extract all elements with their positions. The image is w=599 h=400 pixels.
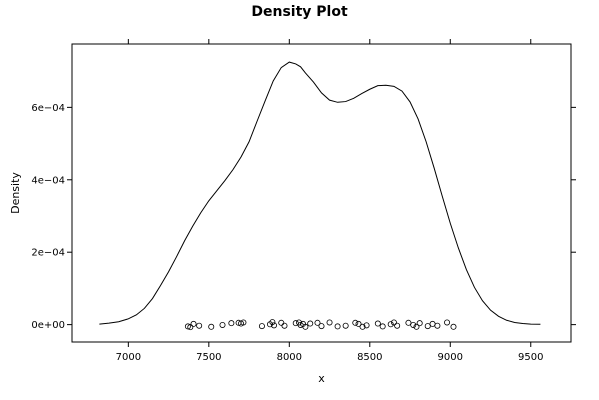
x-tick-label: 9000: [438, 352, 463, 363]
rug-point: [410, 321, 417, 328]
x-tick-label: 9500: [518, 352, 543, 363]
rug-point: [387, 321, 394, 328]
rug-point: [271, 322, 278, 329]
axis-ticks: [67, 39, 576, 347]
tick-labels: 7000 7500 8000 8500 9000 9500 0e+00 2e−04 4e−04 6…: [31, 103, 543, 363]
rug-point: [187, 324, 194, 331]
x-tick-label: 7000: [116, 352, 141, 363]
y-tick-label: 4e−04: [31, 175, 65, 186]
rug-point: [363, 322, 370, 329]
rug-point: [424, 323, 431, 330]
rug-point: [352, 319, 359, 326]
y-tick-label: 6e−04: [31, 103, 65, 114]
rug-point: [379, 323, 386, 330]
rug-point: [219, 321, 226, 328]
rug-point: [355, 320, 362, 327]
rug-point: [269, 319, 276, 326]
rug-point: [394, 322, 401, 329]
rug-point: [326, 319, 333, 326]
rug-point: [281, 322, 288, 329]
x-tick-label: 8000: [277, 352, 302, 363]
rug-point: [228, 320, 235, 327]
chart-title: Density Plot: [251, 4, 348, 20]
rug-point: [444, 319, 451, 326]
rug-point: [240, 319, 247, 326]
rug-point: [278, 319, 285, 326]
rug-point: [405, 319, 412, 326]
y-tick-label: 2e−04: [31, 248, 65, 259]
rug-point: [314, 319, 321, 326]
rug-point: [413, 323, 420, 330]
rug-point: [307, 320, 314, 327]
x-tick-label: 8500: [357, 352, 382, 363]
rug-point: [184, 323, 191, 330]
rug-point: [374, 320, 381, 327]
rug-point: [334, 323, 341, 330]
rug-point: [302, 323, 309, 330]
y-tick-label: 0e+00: [31, 320, 65, 331]
y-axis-label: Density: [9, 172, 22, 214]
x-tick-label: 7500: [196, 352, 221, 363]
rug-point: [258, 323, 265, 330]
plot-frame: [71, 43, 572, 343]
rug-point: [318, 323, 325, 330]
rug-point: [342, 322, 349, 329]
rug-point: [450, 323, 457, 330]
rug-point: [190, 320, 197, 327]
rug-point: [390, 319, 397, 326]
rug-point: [196, 322, 203, 329]
rug-point: [434, 322, 441, 329]
rug-points: [184, 319, 457, 331]
rug-point: [416, 320, 423, 327]
x-axis-label: x: [318, 372, 325, 385]
rug-point: [359, 323, 366, 330]
density-curve: [99, 61, 541, 325]
rug-point: [208, 323, 215, 330]
rug-point: [429, 320, 436, 327]
